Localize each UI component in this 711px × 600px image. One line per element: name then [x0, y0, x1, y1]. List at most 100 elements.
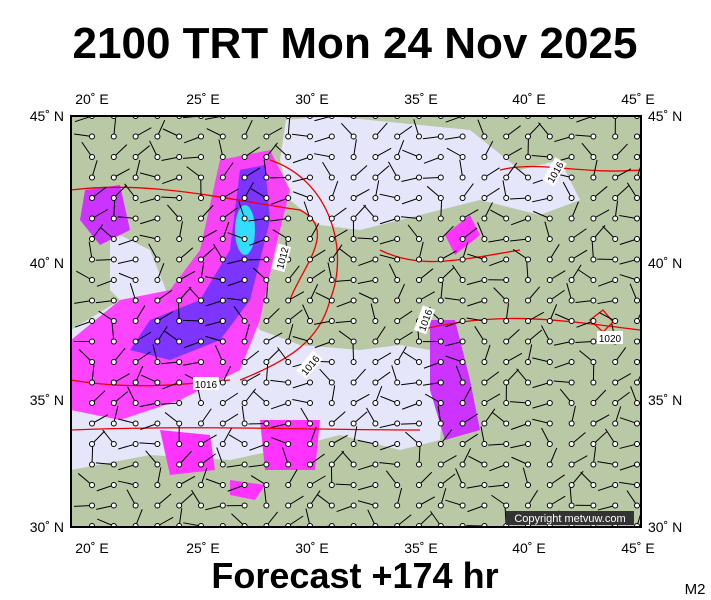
forecast-label: Forecast +174 hr — [211, 555, 498, 596]
barb-station — [176, 256, 183, 263]
wind-barb — [532, 418, 553, 427]
wind-barb — [216, 447, 226, 468]
barb-station — [89, 195, 95, 201]
wind-barb — [314, 153, 335, 160]
barb-station — [481, 154, 488, 160]
barb-station — [568, 154, 575, 160]
barb-staff — [91, 209, 108, 219]
barb-station — [328, 379, 335, 386]
wind-barb — [183, 154, 204, 160]
wind-barb — [176, 493, 193, 509]
barb-station — [307, 461, 313, 468]
barb-staff — [200, 434, 217, 445]
barb-station — [568, 297, 575, 304]
barb-station — [546, 154, 553, 160]
barb-staff — [619, 259, 638, 265]
barb-station — [132, 297, 139, 304]
barb-staff — [491, 411, 507, 424]
barb-staff — [418, 471, 433, 486]
wind-barb — [73, 502, 95, 509]
barb-station — [437, 215, 444, 222]
barb-station — [285, 318, 292, 324]
barb-station — [612, 420, 619, 427]
wind-barb — [540, 325, 553, 345]
wind-barb — [604, 428, 619, 447]
barb-station — [394, 359, 401, 365]
barb-station — [350, 133, 357, 140]
wind-barb — [357, 236, 379, 242]
wind-barb — [437, 429, 453, 447]
wind-barb — [416, 268, 434, 283]
wind-barb — [327, 262, 335, 283]
barb-station — [219, 215, 226, 222]
model-label: M2 — [685, 581, 706, 598]
wind-barb — [198, 453, 216, 468]
barb-staff — [140, 423, 158, 430]
barb-staff — [619, 238, 638, 245]
barb-station — [176, 338, 183, 345]
barb-staff — [396, 346, 407, 363]
barb-station — [154, 338, 161, 345]
barb-station — [328, 174, 335, 181]
barb-station — [307, 318, 313, 324]
barb-station — [394, 133, 401, 140]
barb-station — [89, 133, 95, 140]
barb-station — [110, 154, 117, 160]
barb-staff — [177, 302, 180, 322]
wind-barb — [503, 352, 523, 365]
barb-staff — [270, 423, 289, 429]
lat-label: 45˚ N — [30, 108, 64, 124]
barb-station — [350, 195, 357, 201]
wind-barb — [357, 500, 379, 509]
lon-label: 20˚ E — [75, 91, 108, 107]
wind-barb — [205, 502, 226, 511]
barb-staff — [571, 405, 576, 424]
barb-station — [328, 236, 335, 242]
barb-staff — [614, 406, 622, 424]
barb-station — [350, 461, 357, 468]
wind-barb — [423, 359, 444, 369]
barb-staff — [446, 147, 463, 158]
barb-staff — [379, 218, 398, 225]
barb-station — [241, 277, 248, 283]
barb-station — [241, 174, 248, 181]
barb-station — [307, 482, 313, 488]
wind-barb — [117, 215, 139, 222]
barb-station — [612, 379, 619, 386]
barb-staff — [314, 136, 332, 143]
wind-barb — [459, 413, 479, 427]
wind-barb — [198, 204, 214, 222]
barb-staff — [445, 116, 463, 123]
barb-staff — [540, 325, 551, 342]
wind-barb — [73, 338, 95, 345]
barb-staff — [396, 140, 405, 158]
wind-barb — [612, 118, 619, 140]
barb-staff — [271, 197, 289, 205]
wind-barb — [118, 236, 139, 246]
barb-station — [132, 277, 139, 283]
copyright: Copyright metvuw.com — [514, 513, 625, 525]
barb-staff — [129, 283, 137, 301]
barb-staff — [266, 127, 283, 137]
barb-staff — [538, 122, 551, 137]
barb-station — [154, 379, 161, 386]
barb-staff — [270, 402, 289, 410]
wind-barb — [198, 262, 205, 283]
barb-station — [198, 318, 204, 324]
barb-staff — [353, 204, 367, 219]
wind-barb — [455, 468, 466, 488]
barb-staff — [200, 408, 212, 424]
wind-barb — [491, 494, 510, 509]
barb-staff — [266, 511, 279, 527]
barb-staff — [222, 392, 239, 404]
barb-station — [176, 297, 183, 304]
barb-staff — [88, 241, 93, 260]
wind-barb — [590, 186, 608, 201]
barb-station — [263, 195, 270, 201]
barb-station — [110, 174, 117, 181]
wind-barb — [161, 359, 183, 365]
barb-station — [176, 195, 183, 201]
barb-staff — [96, 505, 114, 510]
